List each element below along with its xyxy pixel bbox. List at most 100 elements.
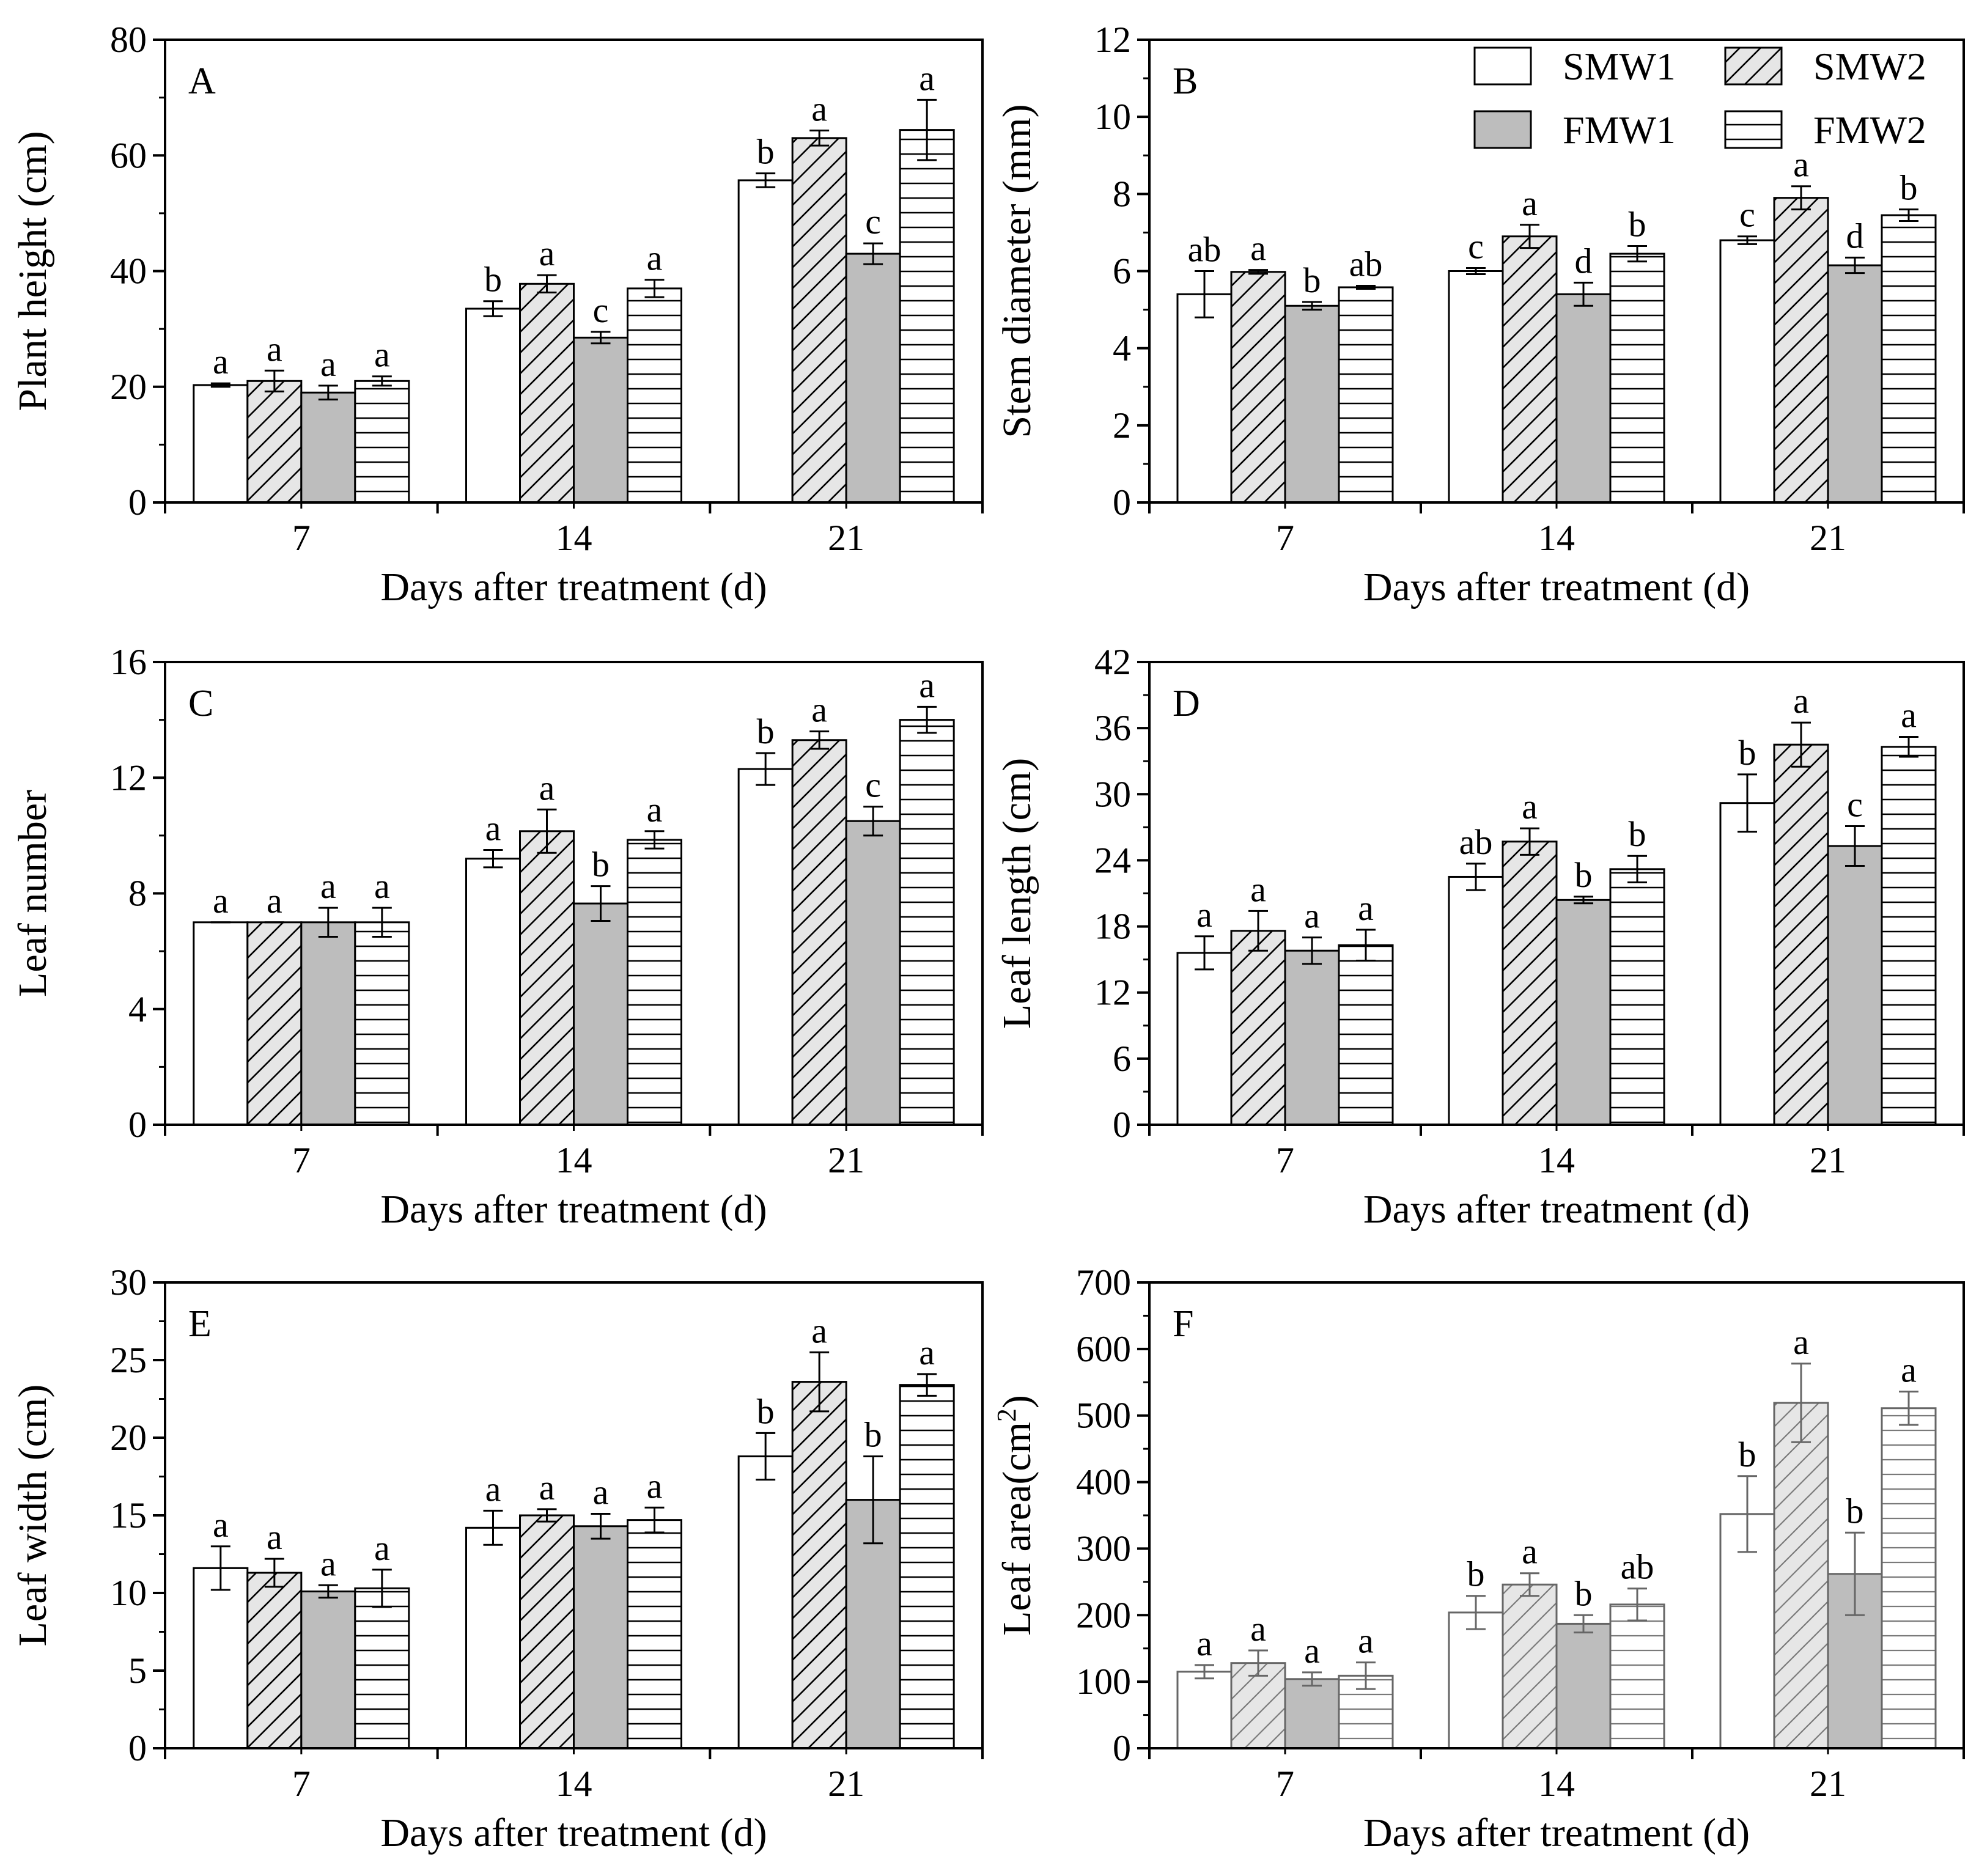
y-tick-label-f: 500 [1076, 1396, 1131, 1436]
y-tick-label-a: 80 [110, 20, 147, 60]
bar-c-smw1-day7 [193, 921, 249, 1126]
y-tick-label-c: 16 [110, 642, 147, 682]
x-tick-label-d: 21 [1810, 1140, 1846, 1180]
bar-f-smw2-day14 [1502, 1583, 1558, 1749]
error-bar-c-fmw2-day7 [372, 907, 392, 938]
y-tick-label-a: 40 [110, 251, 147, 292]
bar-b-fmw1-day7 [1284, 304, 1340, 504]
bar-f-fmw2-day21 [1881, 1407, 1937, 1749]
x-tick-label-d: 14 [1538, 1140, 1575, 1180]
error-bar-f-fmw2-day7 [1356, 1661, 1376, 1690]
y-tick-label-c: 0 [128, 1105, 147, 1145]
x-axis-title-d: Days after treatment (d) [1363, 1187, 1750, 1232]
sig-letter-f-fmw2-day21: a [1901, 1350, 1917, 1390]
y-tick-label-f: 100 [1076, 1661, 1131, 1702]
error-bar-e-fmw1-day21 [863, 1455, 883, 1545]
sig-letter-f-smw1-day14: b [1467, 1554, 1485, 1594]
error-bar-a-smw1-day21 [756, 172, 776, 188]
error-bar-e-smw2-day14 [537, 1508, 557, 1523]
error-bar-b-fmw1-day7 [1302, 301, 1322, 311]
y-tick-label-b: 6 [1113, 251, 1131, 292]
x-tick-label-c: 7 [292, 1140, 311, 1180]
bar-c-smw1-day21 [737, 768, 794, 1126]
sig-letter-f-smw2-day14: a [1522, 1532, 1538, 1572]
error-bar-e-fmw2-day7 [372, 1569, 392, 1608]
sig-letter-c-fmw2-day21: a [919, 665, 935, 705]
panel-letter-a: A [188, 61, 216, 102]
error-bar-a-smw2-day21 [809, 130, 830, 147]
sig-letter-d-fmw2-day7: a [1358, 888, 1374, 928]
sig-letter-a-fmw1-day14: c [593, 290, 609, 330]
bar-b-smw1-day7 [1176, 293, 1233, 504]
bar-f-fmw1-day7 [1284, 1678, 1340, 1749]
bar-e-smw1-day7 [193, 1567, 249, 1749]
error-bar-f-fmw1-day14 [1574, 1614, 1593, 1634]
error-bar-b-smw1-day21 [1738, 235, 1757, 245]
y-tick-label-b: 0 [1113, 482, 1131, 523]
sig-letter-e-fmw2-day7: a [374, 1528, 390, 1568]
error-bar-c-smw1-day21 [756, 752, 776, 786]
x-tick-label-a: 21 [828, 518, 864, 558]
bar-a-fmw1-day7 [300, 391, 356, 504]
sig-letter-a-smw2-day21: a [811, 89, 827, 129]
sig-letter-d-smw1-day21: b [1739, 733, 1756, 773]
sig-letter-b-fmw2-day21: b [1900, 168, 1918, 208]
bar-c-smw2-day14 [519, 830, 575, 1126]
bar-a-smw2-day21 [791, 137, 847, 504]
bar-e-fmw1-day7 [300, 1590, 356, 1749]
bar-b-smw1-day14 [1448, 270, 1504, 504]
y-tick-label-d: 24 [1094, 840, 1131, 880]
bar-d-fmw2-day14 [1609, 868, 1665, 1126]
x-axis-title-b: Days after treatment (d) [1363, 565, 1750, 609]
sig-letter-f-smw1-day21: b [1739, 1435, 1756, 1474]
panel-letter-b: B [1173, 61, 1198, 102]
error-bar-d-smw1-day21 [1738, 773, 1757, 833]
sig-letter-b-fmw1-day7: b [1303, 260, 1321, 300]
error-bar-f-smw1-day21 [1738, 1475, 1757, 1553]
sig-letter-d-smw2-day7: a [1250, 869, 1266, 909]
x-tick-label-b: 21 [1810, 518, 1846, 558]
sig-letter-d-smw2-day14: a [1522, 787, 1538, 826]
error-bar-b-smw2-day7 [1248, 269, 1268, 275]
bar-d-smw2-day21 [1773, 743, 1829, 1126]
legend-swatch-fmw1 [1473, 110, 1532, 149]
bar-e-fmw2-day14 [627, 1519, 682, 1749]
x-tick-label-c: 14 [556, 1140, 592, 1180]
x-tick-label-a: 14 [556, 518, 592, 558]
bar-e-smw1-day14 [465, 1526, 521, 1749]
sig-letter-d-fmw1-day21: c [1847, 785, 1863, 825]
bar-d-fmw1-day21 [1827, 845, 1883, 1126]
sig-letter-e-fmw2-day21: a [919, 1333, 935, 1372]
y-tick-label-f: 300 [1076, 1528, 1131, 1569]
y-tick-label-e: 30 [110, 1262, 147, 1303]
sig-letter-e-smw2-day7: a [267, 1517, 282, 1557]
x-tick-label-f: 7 [1276, 1764, 1294, 1804]
sig-letter-a-fmw2-day7: a [374, 335, 390, 375]
error-bar-d-fmw1-day21 [1845, 825, 1865, 867]
error-bar-d-smw1-day14 [1466, 863, 1486, 891]
bar-a-smw2-day14 [519, 282, 575, 504]
bar-a-fmw2-day14 [627, 287, 682, 504]
y-axis-title-a: Plant height (cm) [10, 131, 55, 411]
sig-letter-a-fmw1-day21: c [865, 202, 881, 241]
y-tick-label-c: 4 [128, 989, 147, 1029]
error-bar-e-smw1-day21 [756, 1432, 776, 1481]
sig-letter-b-fmw2-day14: b [1629, 204, 1646, 244]
sig-letter-f-smw1-day7: a [1196, 1624, 1212, 1663]
sig-letter-b-smw1-day21: c [1739, 195, 1755, 235]
error-bar-d-smw2-day21 [1791, 721, 1811, 768]
legend-swatch-fmw2 [1724, 110, 1783, 149]
y-tick-label-f: 400 [1076, 1462, 1131, 1503]
y-tick-label-a: 20 [110, 367, 147, 407]
sig-letter-f-fmw1-day7: a [1304, 1631, 1320, 1671]
error-bar-c-fmw1-day21 [863, 806, 883, 837]
y-axis-title-b: Stem diameter (mm) [995, 104, 1039, 438]
sig-letter-b-smw2-day21: a [1793, 145, 1809, 185]
y-tick-label-a: 0 [128, 482, 147, 523]
sig-letter-e-smw1-day7: a [213, 1505, 229, 1545]
error-bar-d-fmw2-day7 [1356, 929, 1376, 962]
sig-letter-b-fmw2-day7: ab [1349, 244, 1383, 284]
bar-f-smw1-day7 [1176, 1671, 1233, 1749]
bar-b-fmw2-day7 [1338, 286, 1394, 504]
